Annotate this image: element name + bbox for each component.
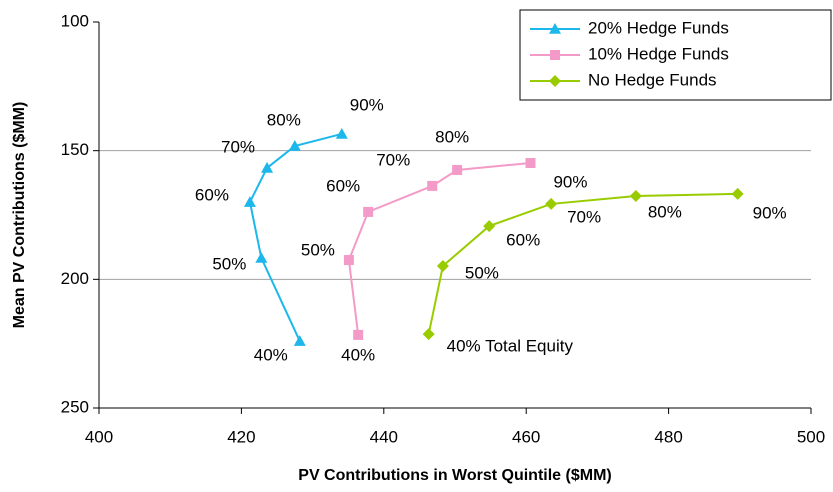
point-label: 50%: [465, 263, 499, 282]
point-label: 50%: [301, 241, 335, 260]
marker: [629, 189, 642, 202]
point-label: 60%: [506, 231, 540, 250]
marker: [293, 335, 306, 346]
marker: [363, 206, 374, 217]
marker: [452, 164, 463, 175]
marker: [335, 127, 348, 139]
marker: [549, 75, 561, 87]
marker: [255, 251, 268, 263]
x-tick-label: 480: [654, 427, 682, 446]
y-tick-label: 200: [61, 269, 89, 288]
marker: [436, 259, 449, 272]
marker: [343, 255, 354, 266]
point-label: 40%: [254, 346, 288, 365]
legend-label: No Hedge Funds: [588, 70, 717, 89]
marker: [483, 220, 496, 233]
y-tick-label: 250: [61, 397, 89, 416]
series-line: [248, 132, 343, 342]
point-label: 60%: [195, 186, 229, 205]
point-label: 70%: [376, 150, 410, 169]
x-tick-label: 440: [370, 427, 398, 446]
point-label: 50%: [212, 254, 246, 273]
y-tick-label: 150: [61, 140, 89, 159]
point-label: 80%: [435, 127, 469, 146]
marker: [525, 158, 536, 169]
point-label: 70%: [567, 207, 601, 226]
point-label: 90%: [350, 95, 384, 114]
point-label: 90%: [753, 203, 787, 222]
point-label: 80%: [267, 111, 301, 130]
marker: [427, 180, 438, 191]
x-tick-label: 420: [227, 427, 255, 446]
marker: [549, 23, 561, 34]
x-tick-label: 500: [797, 427, 825, 446]
series-line: [347, 162, 531, 336]
marker: [731, 187, 744, 200]
series-line: [427, 192, 738, 335]
x-tick-label: 460: [512, 427, 540, 446]
marker: [545, 197, 558, 210]
y-axis-title: Mean PV Contributions ($MM): [11, 102, 28, 329]
legend-label: 10% Hedge Funds: [588, 44, 729, 63]
legend-label: 20% Hedge Funds: [588, 18, 729, 37]
x-tick-label: 400: [85, 427, 113, 446]
y-tick-label: 100: [61, 11, 89, 30]
point-label: 90%: [553, 173, 587, 192]
point-label: 40% Total Equity: [447, 337, 574, 356]
marker: [243, 196, 256, 207]
marker: [353, 329, 364, 340]
point-label: 40%: [341, 345, 375, 364]
marker: [261, 161, 274, 173]
marker: [288, 140, 301, 151]
point-label: 70%: [221, 137, 255, 156]
marker: [422, 328, 435, 341]
point-label: 60%: [326, 176, 360, 195]
x-axis-title: PV Contributions in Worst Quintile ($MM): [298, 467, 611, 484]
point-label: 80%: [648, 202, 682, 221]
marker: [550, 50, 560, 60]
